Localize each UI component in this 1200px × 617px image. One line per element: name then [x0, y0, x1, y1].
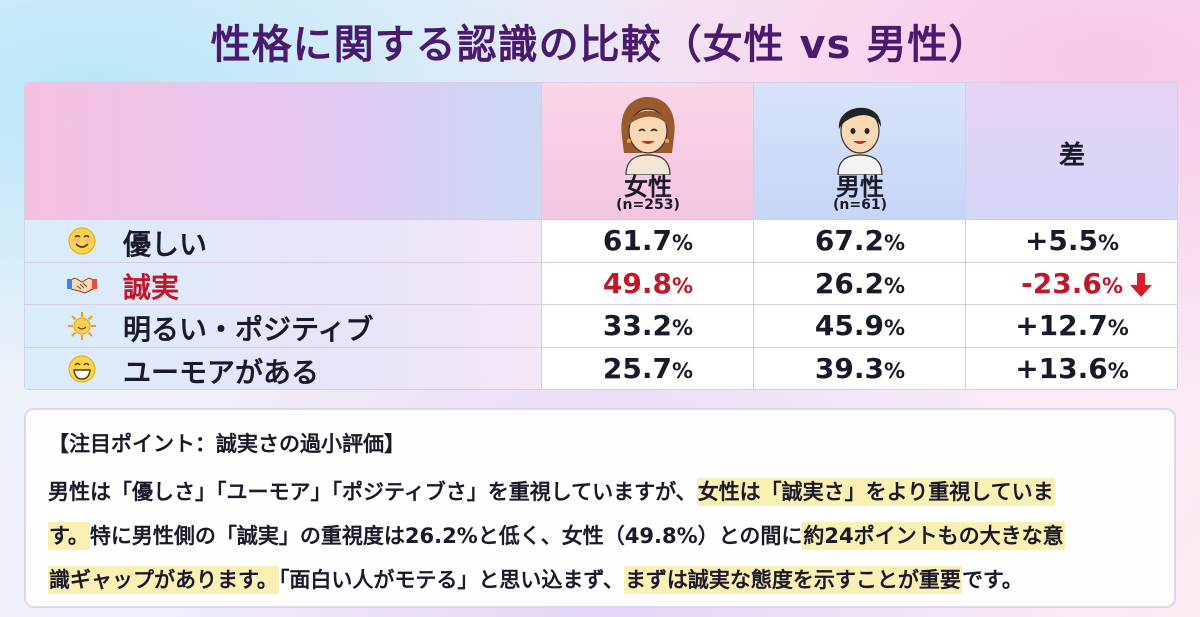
row-label-cell: 明るい・ポジティブ	[25, 305, 541, 347]
page-title: 性格に関する認識の比較（女性 vs 男性）	[210, 22, 990, 68]
percent-unit: %	[1107, 316, 1129, 340]
percent-unit: %	[884, 316, 906, 340]
female-value-cell: 49.8%	[541, 262, 754, 305]
grinning-face-icon	[68, 355, 96, 382]
note-text: 特に男性側の「誠実」の重視度は26.2%と低く、女性（49.8%）との間に	[89, 524, 803, 548]
difference-value-cell: -23.6%	[965, 262, 1177, 305]
note-line-1: 男性は「優しさ」「ユーモア」「ポジティブさ」を重視していますが、女性は「誠実さ」…	[48, 476, 1055, 506]
male-value-cell: 67.2%	[753, 220, 966, 262]
female-value: 49.8	[602, 266, 673, 300]
header-male: 男性 (n=61)	[753, 83, 966, 219]
difference-value-cell: +13.6%	[965, 347, 1177, 389]
percent-unit: %	[1107, 358, 1129, 383]
comparison-table: 女性 (n=253) 男性 (n=61) 差 優しい 61.7% 67.2% +5.5…	[24, 82, 1178, 390]
percent-unit: %	[884, 358, 906, 383]
header-difference: 差	[965, 83, 1177, 219]
note-highlight: す。	[48, 522, 90, 550]
note-line-3: 識ギャップがあります。「面白い人がモテる」と思い込まず、まずは誠実な態度を示すこ…	[48, 564, 1023, 594]
smiling-face-icon	[68, 227, 96, 255]
difference-value-cell: +12.7%	[965, 305, 1177, 347]
woman-avatar-icon	[621, 97, 675, 175]
percent-unit: %	[672, 273, 694, 298]
male-value-cell: 39.3%	[753, 347, 966, 389]
row-label: ユーモアがある	[123, 355, 320, 389]
male-value-cell: 45.9%	[753, 305, 966, 347]
note-highlight: 識ギャップがあります。	[48, 566, 279, 594]
row-label: 明るい・ポジティブ	[123, 313, 374, 346]
female-column-title: 女性	[624, 173, 672, 201]
percent-unit: %	[672, 231, 694, 255]
female-value-cell: 33.2%	[541, 305, 754, 347]
table-row: 優しい 61.7% 67.2% +5.5%	[25, 219, 1177, 262]
header-blank-cell	[25, 83, 541, 219]
row-label: 誠実	[123, 270, 180, 304]
percent-unit: %	[1101, 273, 1123, 298]
male-value: 26.2	[814, 266, 885, 300]
percent-unit: %	[884, 273, 906, 298]
note-highlight: 約24ポイントもの大きな意	[802, 522, 1065, 550]
header-female: 女性 (n=253)	[541, 83, 754, 219]
sun-icon	[68, 312, 96, 340]
difference-column-title: 差	[1058, 141, 1085, 171]
man-avatar-icon	[837, 107, 883, 175]
female-value: 33.2	[602, 309, 673, 342]
row-label: 優しい	[123, 228, 208, 261]
percent-unit: %	[884, 231, 906, 255]
male-value: 45.9	[814, 309, 885, 342]
male-sample-size: (n=61)	[833, 197, 887, 213]
note-highlight: 女性は「誠実さ」をより重視していま	[696, 478, 1055, 506]
down-arrow-icon	[1130, 272, 1152, 297]
male-value: 67.2	[814, 224, 885, 257]
table-row: ユーモアがある 25.7% 39.3% +13.6%	[25, 346, 1177, 389]
female-value-cell: 61.7%	[541, 220, 754, 262]
note-text: です。	[961, 568, 1023, 592]
table-row: 誠実 49.8% 26.2% -23.6%	[25, 261, 1177, 305]
difference-value: -23.6	[1021, 266, 1102, 300]
difference-value: +13.6	[1015, 351, 1108, 385]
female-sample-size: (n=253)	[616, 197, 680, 213]
male-value: 39.3	[814, 351, 885, 385]
female-value: 61.7	[602, 224, 673, 257]
handshake-icon	[67, 276, 97, 294]
percent-unit: %	[672, 358, 694, 383]
row-label-cell: ユーモアがある	[25, 347, 541, 389]
note-line-2: す。特に男性側の「誠実」の重視度は26.2%と低く、女性（49.8%）との間に約…	[48, 520, 1065, 550]
difference-value: +12.7	[1015, 309, 1108, 342]
female-value-cell: 25.7%	[541, 347, 754, 389]
note-text: 「面白い人がモテる」と思い込まず、	[278, 568, 624, 592]
note-highlight: まずは誠実な態度を示すことが重要	[623, 566, 962, 594]
table-row: 明るい・ポジティブ 33.2% 45.9% +12.7%	[25, 304, 1177, 347]
row-label-cell: 優しい	[25, 220, 541, 262]
male-value-cell: 26.2%	[753, 262, 966, 305]
difference-value-cell: +5.5%	[965, 220, 1177, 262]
note-title: 【注目ポイント：誠実さの過小評価】	[48, 432, 405, 456]
row-label-cell: 誠実	[25, 262, 541, 305]
female-value: 25.7	[602, 351, 673, 385]
male-column-title: 男性	[836, 173, 884, 201]
percent-unit: %	[1098, 231, 1120, 255]
difference-value: +5.5	[1024, 224, 1098, 257]
note-text: 男性は「優しさ」「ユーモア」「ポジティブさ」を重視していますが、	[48, 480, 697, 504]
highlight-note-box: 【注目ポイント：誠実さの過小評価】 男性は「優しさ」「ユーモア」「ポジティブさ」…	[24, 408, 1176, 608]
percent-unit: %	[672, 316, 694, 340]
